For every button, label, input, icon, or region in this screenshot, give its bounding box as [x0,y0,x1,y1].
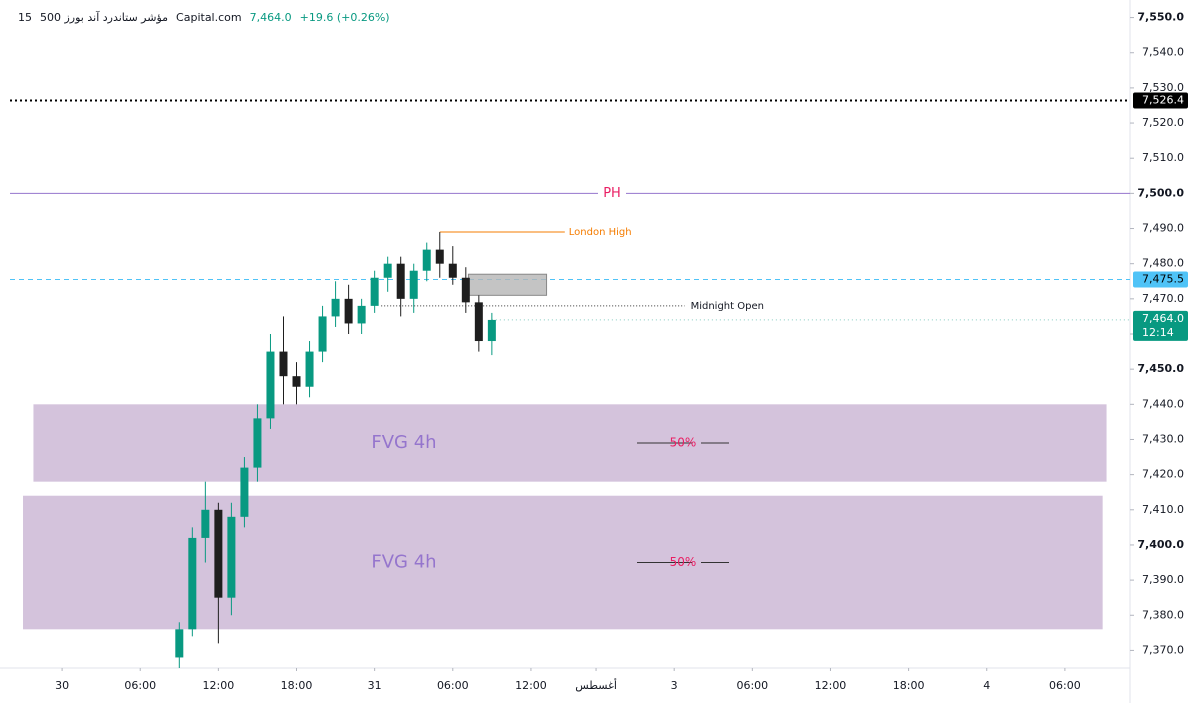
candle-body [188,537,197,630]
candle-body [266,351,275,419]
y-tick-label: 7,510.0 [1142,151,1184,164]
x-tick-label: 31 [368,679,382,692]
x-tick-label: 30 [55,679,69,692]
candle-body [344,298,353,324]
level-label: 7,526.4 [1142,94,1184,107]
candle-body [409,270,418,299]
y-tick-label: 7,550.0 [1137,11,1184,24]
level-label: 7,475.5 [1142,273,1184,286]
y-tick-label: 7,400.0 [1137,538,1184,551]
y-tick-label: 7,450.0 [1137,362,1184,375]
x-tick-label: 06:00 [1049,679,1081,692]
candle-body [435,249,444,264]
level-name: PH [603,186,621,201]
mid-label: 50% [670,555,697,569]
x-tick-label: 18:00 [893,679,925,692]
candle-body [227,516,236,598]
candle-body [292,376,301,387]
y-tick-label: 7,540.0 [1142,46,1184,59]
y-tick-label: 7,470.0 [1142,292,1184,305]
fvg-label: FVG 4h [371,552,436,573]
candle-body [175,629,184,658]
midnight-open-label: Midnight Open [691,301,764,312]
level-name-bg [598,185,626,202]
candle-body [253,418,262,468]
header-source: Capital.com [176,11,242,24]
header-interval: 15 [18,11,32,24]
x-tick-label: 12:00 [515,679,547,692]
y-tick-label: 7,490.0 [1142,222,1184,235]
candle-body [305,351,314,387]
y-tick-label: 7,370.0 [1142,643,1184,656]
candle-body [279,351,288,377]
candle-body [240,467,249,517]
level-label-bg [1133,271,1188,288]
x-tick-label: 4 [983,679,990,692]
y-tick-label: 7,500.0 [1137,186,1184,199]
candle-body [357,305,366,324]
header-last: 7,464.0 [250,11,292,24]
current-price-label: 7,464.0 [1142,312,1184,325]
header-change: +19.6 (+0.26%) [300,11,390,24]
header: 15 مؤشر ستاندرد آند بورز 500 Capital.com 7,… [18,10,390,24]
candle-body [474,302,483,342]
x-tick-label: 12:00 [815,679,847,692]
y-tick-label: 7,430.0 [1142,432,1184,445]
y-tick-label: 7,390.0 [1142,573,1184,586]
x-tick-label: 06:00 [124,679,156,692]
fvg-zone [33,404,1107,482]
candle-body [487,319,496,342]
candle-body [201,509,210,538]
fvg-label: FVG 4h [371,432,436,453]
y-tick-label: 7,440.0 [1142,397,1184,410]
fvg-zone [23,495,1103,630]
y-tick-label: 7,520.0 [1142,116,1184,129]
candle-body [422,249,431,271]
y-tick-label: 7,480.0 [1142,257,1184,270]
y-tick-label: 7,380.0 [1142,608,1184,621]
x-tick-label: 06:00 [437,679,469,692]
range-box [467,273,548,296]
level-label-bg [1133,92,1188,109]
candle-body [214,509,223,598]
x-tick-label: 12:00 [203,679,235,692]
candle-body [370,277,379,306]
y-tick-label: 7,420.0 [1142,468,1184,481]
countdown-label: 12:14 [1142,326,1174,339]
current-price-bg [1133,310,1188,341]
x-tick-label: 06:00 [736,679,768,692]
y-tick-label: 7,530.0 [1142,81,1184,94]
candle-body [331,298,340,317]
candle-body [318,316,327,352]
candle-body [461,277,470,303]
y-tick-label: 7,410.0 [1142,503,1184,516]
candle-body [448,263,457,278]
x-tick-label: 18:00 [281,679,313,692]
x-tick-label: 3 [671,679,678,692]
header-symbol: مؤشر ستاندرد آند بورز 500 [40,10,168,24]
x-tick-label: أغسطس [575,678,617,692]
candle-body [383,263,392,278]
mid-label: 50% [670,435,697,449]
candle-body [396,263,405,299]
london-high-label: London High [569,227,632,238]
